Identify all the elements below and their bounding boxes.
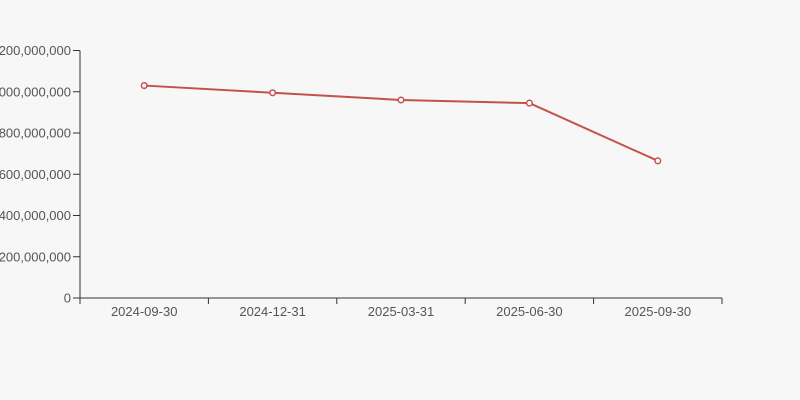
data-point-marker[interactable] — [525, 99, 533, 107]
y-axis-label: 600,000,000 — [0, 167, 71, 182]
x-axis-label: 2025-06-30 — [496, 304, 563, 319]
y-axis-label: 0 — [64, 291, 71, 306]
data-point-marker[interactable] — [397, 96, 405, 104]
y-axis-label: 400,000,000 — [0, 208, 71, 223]
data-point-marker[interactable] — [654, 157, 662, 165]
y-axis-label: 1,000,000,000 — [0, 84, 71, 99]
y-axis-label: 1,200,000,000 — [0, 43, 71, 58]
data-point-marker[interactable] — [140, 82, 148, 90]
y-axis-label: 200,000,000 — [0, 249, 71, 264]
y-axis-label: 800,000,000 — [0, 126, 71, 141]
x-axis-label: 2024-12-31 — [239, 304, 306, 319]
data-point-marker[interactable] — [269, 89, 277, 97]
x-axis-label: 2025-09-30 — [625, 304, 692, 319]
x-axis-label: 2024-09-30 — [111, 304, 178, 319]
x-axis-label: 2025-03-31 — [368, 304, 435, 319]
